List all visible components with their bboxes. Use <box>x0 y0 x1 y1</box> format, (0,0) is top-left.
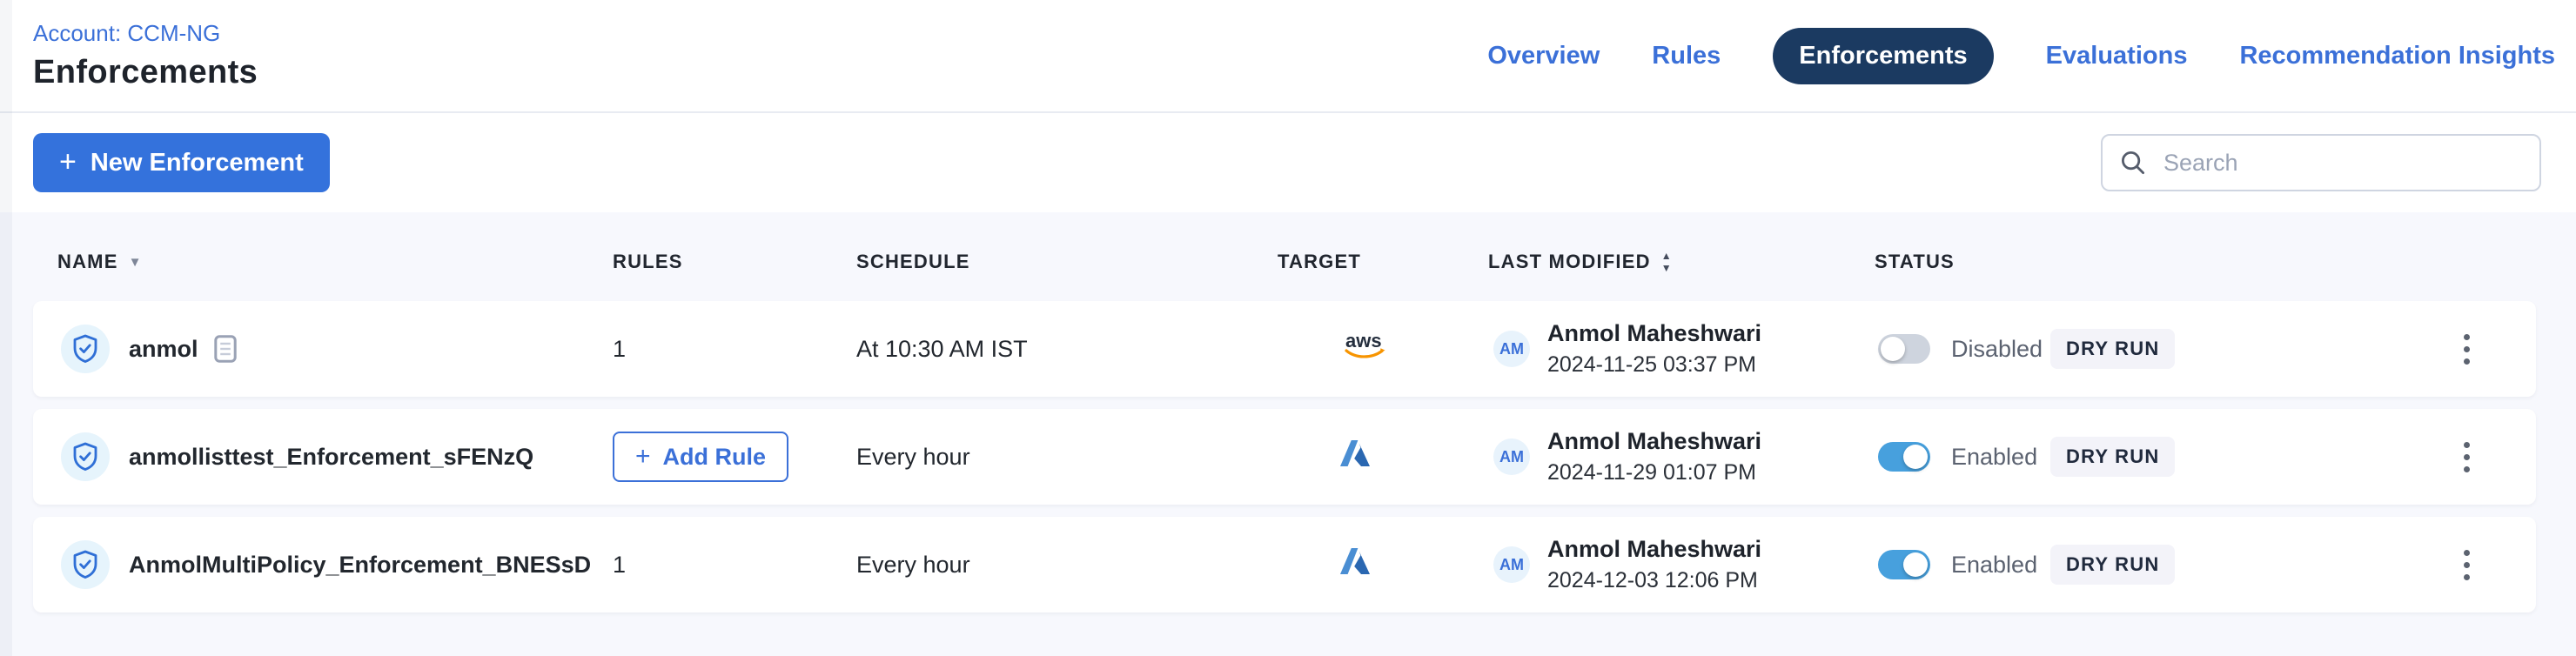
azure-icon <box>1340 548 1370 581</box>
table-row[interactable]: AnmolMultiPolicy_Enforcement_BNESsD 1 + … <box>33 517 2536 612</box>
svg-text:aws: aws <box>1345 330 1382 351</box>
status-toggle[interactable] <box>1878 334 1930 364</box>
table-row[interactable]: anmollisttest_Enforcement_sFENzQ + Add R… <box>33 409 2536 505</box>
shield-check-icon <box>61 325 110 373</box>
header-titles: Account: CCM-NG Enforcements <box>33 20 258 91</box>
table-body: anmol 1 + At 10:30 AM IST aws <box>0 301 2576 612</box>
page-title: Enforcements <box>33 54 258 90</box>
rules-count: 1 <box>613 335 627 362</box>
modified-by: Anmol Maheshwari <box>1547 536 1762 562</box>
status-toggle[interactable] <box>1878 442 1930 472</box>
sort-desc-icon[interactable]: ▼ <box>128 254 143 270</box>
rules-cell: 1 + <box>613 336 856 363</box>
modified-by: Anmol Maheshwari <box>1547 320 1762 346</box>
plus-icon: + <box>59 145 77 178</box>
enforcements-table: NAME ▼ RULES SCHEDULE TARGET LAST MODIFIED ▲ ▼ S… <box>0 212 2576 612</box>
add-rule-label: Add Rule <box>662 443 767 470</box>
status-label: Enabled <box>1951 551 2038 578</box>
status-label: Enabled <box>1951 443 2038 470</box>
enforcement-name[interactable]: AnmolMultiPolicy_Enforcement_BNESsD <box>129 551 592 578</box>
plus-icon: + <box>635 442 651 471</box>
schedule-text: Every hour <box>856 551 970 578</box>
avatar[interactable]: AM <box>1493 546 1530 583</box>
modified-date: 2024-11-25 03:37 PM <box>1547 352 1756 377</box>
last-modified-info: Anmol Maheshwari 2024-11-25 03:37 PM <box>1547 320 1761 378</box>
column-header-name[interactable]: NAME ▼ <box>57 251 143 272</box>
enforcement-name[interactable]: anmol <box>129 335 198 362</box>
dry-run-badge: DRY RUN <box>2050 437 2176 477</box>
kebab-menu-icon[interactable] <box>2455 433 2479 481</box>
tab-rules[interactable]: Rules <box>1652 41 1721 70</box>
column-header-status: STATUS <box>1875 251 1955 272</box>
account-breadcrumb[interactable]: Account: CCM-NG <box>33 20 221 46</box>
schedule-text: Every hour <box>856 443 970 470</box>
rules-cell: 1 + <box>613 552 856 579</box>
modified-by: Anmol Maheshwari <box>1547 428 1762 454</box>
new-enforcement-button[interactable]: + New Enforcement <box>33 133 330 192</box>
page-header: Account: CCM-NG Enforcements Overview Rul… <box>0 0 2576 113</box>
modified-date: 2024-12-03 12:06 PM <box>1547 568 1758 592</box>
shield-check-icon <box>61 432 110 481</box>
azure-icon <box>1340 440 1370 473</box>
top-nav: Overview Rules Enforcements Evaluations Reco… <box>1487 27 2555 84</box>
column-header-target: TARGET <box>1278 251 1362 272</box>
search-box[interactable] <box>2101 134 2541 191</box>
schedule-text: At 10:30 AM IST <box>856 335 1028 362</box>
tab-recommendation-insights[interactable]: Recommendation Insights <box>2239 41 2555 70</box>
last-modified-info: Anmol Maheshwari 2024-12-03 12:06 PM <box>1547 536 1761 593</box>
kebab-menu-icon[interactable] <box>2455 325 2479 373</box>
column-header-schedule: SCHEDULE <box>856 251 970 272</box>
table-header-row: NAME ▼ RULES SCHEDULE TARGET LAST MODIFIED ▲ ▼ S… <box>33 212 2536 301</box>
tab-overview[interactable]: Overview <box>1487 41 1600 70</box>
search-input[interactable] <box>2160 147 2522 178</box>
dry-run-badge: DRY RUN <box>2050 545 2176 585</box>
tab-enforcements[interactable]: Enforcements <box>1773 27 1994 84</box>
last-modified-info: Anmol Maheshwari 2024-11-29 01:07 PM <box>1547 428 1761 485</box>
dry-run-badge: DRY RUN <box>2050 329 2176 369</box>
add-rule-button[interactable]: + Add Rule <box>613 432 789 482</box>
new-enforcement-label: New Enforcement <box>90 148 304 177</box>
avatar[interactable]: AM <box>1493 331 1530 367</box>
column-header-last-modified[interactable]: LAST MODIFIED ▲ ▼ <box>1488 250 1673 274</box>
modified-date: 2024-11-29 01:07 PM <box>1547 460 1756 485</box>
status-toggle[interactable] <box>1878 550 1930 579</box>
sort-icon[interactable]: ▲ ▼ <box>1660 250 1673 274</box>
search-icon <box>2122 151 2145 175</box>
table-row[interactable]: anmol 1 + At 10:30 AM IST aws <box>33 301 2536 397</box>
kebab-menu-icon[interactable] <box>2455 541 2479 589</box>
avatar[interactable]: AM <box>1493 438 1530 475</box>
toolbar: + New Enforcement <box>0 113 2576 212</box>
aws-icon: aws <box>1340 330 1389 368</box>
note-icon[interactable] <box>213 335 237 363</box>
rules-count: 1 <box>613 551 627 578</box>
shield-check-icon <box>61 540 110 589</box>
tab-evaluations[interactable]: Evaluations <box>2045 41 2188 70</box>
status-label: Disabled <box>1951 335 2043 362</box>
window-edge <box>0 0 12 656</box>
column-header-rules: RULES <box>613 251 683 272</box>
enforcement-name[interactable]: anmollisttest_Enforcement_sFENzQ <box>129 443 534 470</box>
rules-cell: + Add Rule <box>613 432 856 482</box>
